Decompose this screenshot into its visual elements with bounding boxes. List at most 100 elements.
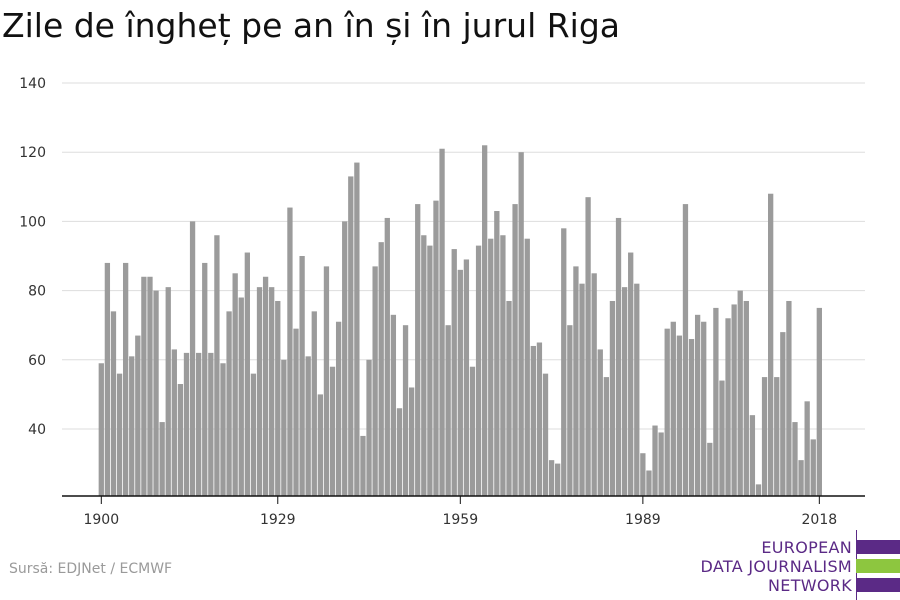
x-tick-label: 1900 bbox=[83, 512, 119, 528]
bar-1918 bbox=[208, 352, 214, 496]
bar-1969 bbox=[518, 152, 524, 496]
bar-1979 bbox=[579, 283, 585, 496]
bar-1934 bbox=[305, 356, 311, 496]
bar-1923 bbox=[238, 297, 244, 496]
y-tick-label: 40 bbox=[28, 422, 46, 438]
bar-1913 bbox=[177, 384, 184, 496]
bar-1995 bbox=[676, 335, 683, 496]
bar-1983 bbox=[603, 377, 610, 496]
bar-2013 bbox=[786, 300, 792, 496]
bar-1914 bbox=[183, 352, 190, 496]
y-tick-label: 100 bbox=[19, 214, 46, 230]
bar-1971 bbox=[530, 345, 536, 496]
bar-1972 bbox=[536, 342, 543, 496]
bar-2003 bbox=[725, 318, 731, 496]
bar-1997 bbox=[688, 339, 695, 496]
bar-1910 bbox=[159, 422, 165, 496]
bar-1960 bbox=[463, 259, 470, 496]
bar-1929 bbox=[275, 300, 281, 496]
bar-1944 bbox=[366, 359, 372, 496]
bar-1916 bbox=[196, 352, 202, 496]
bar-1964 bbox=[488, 238, 494, 496]
y-tick-label: 140 bbox=[19, 76, 46, 92]
bar-1976 bbox=[561, 228, 567, 496]
bar-1993 bbox=[664, 328, 670, 496]
y-tick-label: 80 bbox=[28, 284, 46, 300]
bar-1956 bbox=[439, 148, 445, 497]
bar-1947 bbox=[384, 217, 390, 496]
bar-1998 bbox=[694, 314, 701, 496]
bar-2012 bbox=[780, 332, 786, 496]
logo-text-line-2: DATA JOURNALISM bbox=[700, 557, 852, 576]
bar-2002 bbox=[719, 380, 725, 496]
bar-1922 bbox=[232, 273, 238, 496]
bar-2018 bbox=[816, 307, 822, 496]
bar-1900 bbox=[98, 363, 104, 496]
bar-1912 bbox=[171, 349, 177, 496]
bar-1990 bbox=[646, 470, 652, 496]
bar-1973 bbox=[542, 373, 549, 496]
bar-1933 bbox=[299, 256, 305, 496]
bar-1999 bbox=[701, 321, 707, 496]
bar-1915 bbox=[189, 221, 196, 496]
bar-2004 bbox=[731, 304, 737, 496]
bar-1926 bbox=[256, 287, 263, 496]
y-tick-label: 60 bbox=[28, 353, 46, 369]
bar-1935 bbox=[311, 311, 317, 496]
bar-1942 bbox=[354, 162, 360, 496]
bar-1958 bbox=[451, 249, 457, 496]
bar-2009 bbox=[761, 377, 768, 496]
bar-1920 bbox=[220, 363, 226, 496]
logo-bar-green bbox=[856, 559, 900, 573]
bar-1930 bbox=[281, 359, 287, 496]
bar-1963 bbox=[482, 145, 488, 496]
bar-1945 bbox=[372, 266, 378, 496]
bar-1903 bbox=[116, 373, 123, 496]
bar-1924 bbox=[244, 252, 250, 496]
bar-1975 bbox=[555, 463, 561, 496]
bar-1977 bbox=[567, 325, 573, 496]
bar-1909 bbox=[153, 290, 159, 496]
y-tick-label: 120 bbox=[19, 145, 46, 161]
bar-1951 bbox=[408, 387, 415, 496]
source-note: Sursă: EDJNet / ECMWF bbox=[9, 561, 173, 577]
x-tick-label: 1929 bbox=[260, 512, 296, 528]
bar-2006 bbox=[743, 300, 749, 496]
bar-2015 bbox=[798, 460, 804, 496]
bar-1919 bbox=[214, 235, 220, 497]
bar-1948 bbox=[390, 314, 397, 496]
bar-1984 bbox=[609, 300, 616, 496]
edjnet-logo[interactable]: EUROPEAN DATA JOURNALISM NETWORK bbox=[700, 530, 900, 600]
bar-1907 bbox=[141, 276, 147, 496]
x-tick-label: 1989 bbox=[625, 512, 661, 528]
bar-2000 bbox=[707, 442, 713, 496]
bar-1908 bbox=[147, 276, 153, 496]
bar-1925 bbox=[250, 373, 257, 496]
bar-1965 bbox=[494, 211, 500, 496]
bar-1959 bbox=[457, 269, 463, 496]
bar-1911 bbox=[165, 287, 171, 496]
bar-1981 bbox=[591, 273, 597, 496]
bar-2001 bbox=[713, 307, 719, 496]
bar-2014 bbox=[792, 422, 798, 496]
bar-2008 bbox=[755, 484, 762, 496]
bar-1932 bbox=[293, 328, 299, 496]
y-axis-ticks: 40 60 80 100 120 140 bbox=[19, 76, 46, 438]
x-tick-label: 2018 bbox=[802, 512, 838, 528]
bar-2007 bbox=[749, 415, 756, 496]
bar-1991 bbox=[652, 425, 658, 496]
bar-1953 bbox=[421, 235, 427, 497]
bar-2017 bbox=[810, 439, 816, 496]
bar-1941 bbox=[348, 176, 354, 497]
bar-1949 bbox=[396, 408, 403, 496]
bar-2005 bbox=[737, 290, 743, 496]
bar-1985 bbox=[615, 217, 622, 496]
bar-1966 bbox=[500, 235, 506, 497]
bar-1986 bbox=[621, 287, 628, 496]
bar-1961 bbox=[469, 366, 476, 496]
bar-1970 bbox=[524, 238, 530, 496]
bar-1927 bbox=[262, 276, 269, 496]
bar-1906 bbox=[135, 335, 141, 496]
bar-1978 bbox=[573, 266, 579, 496]
gridlines bbox=[62, 82, 865, 430]
